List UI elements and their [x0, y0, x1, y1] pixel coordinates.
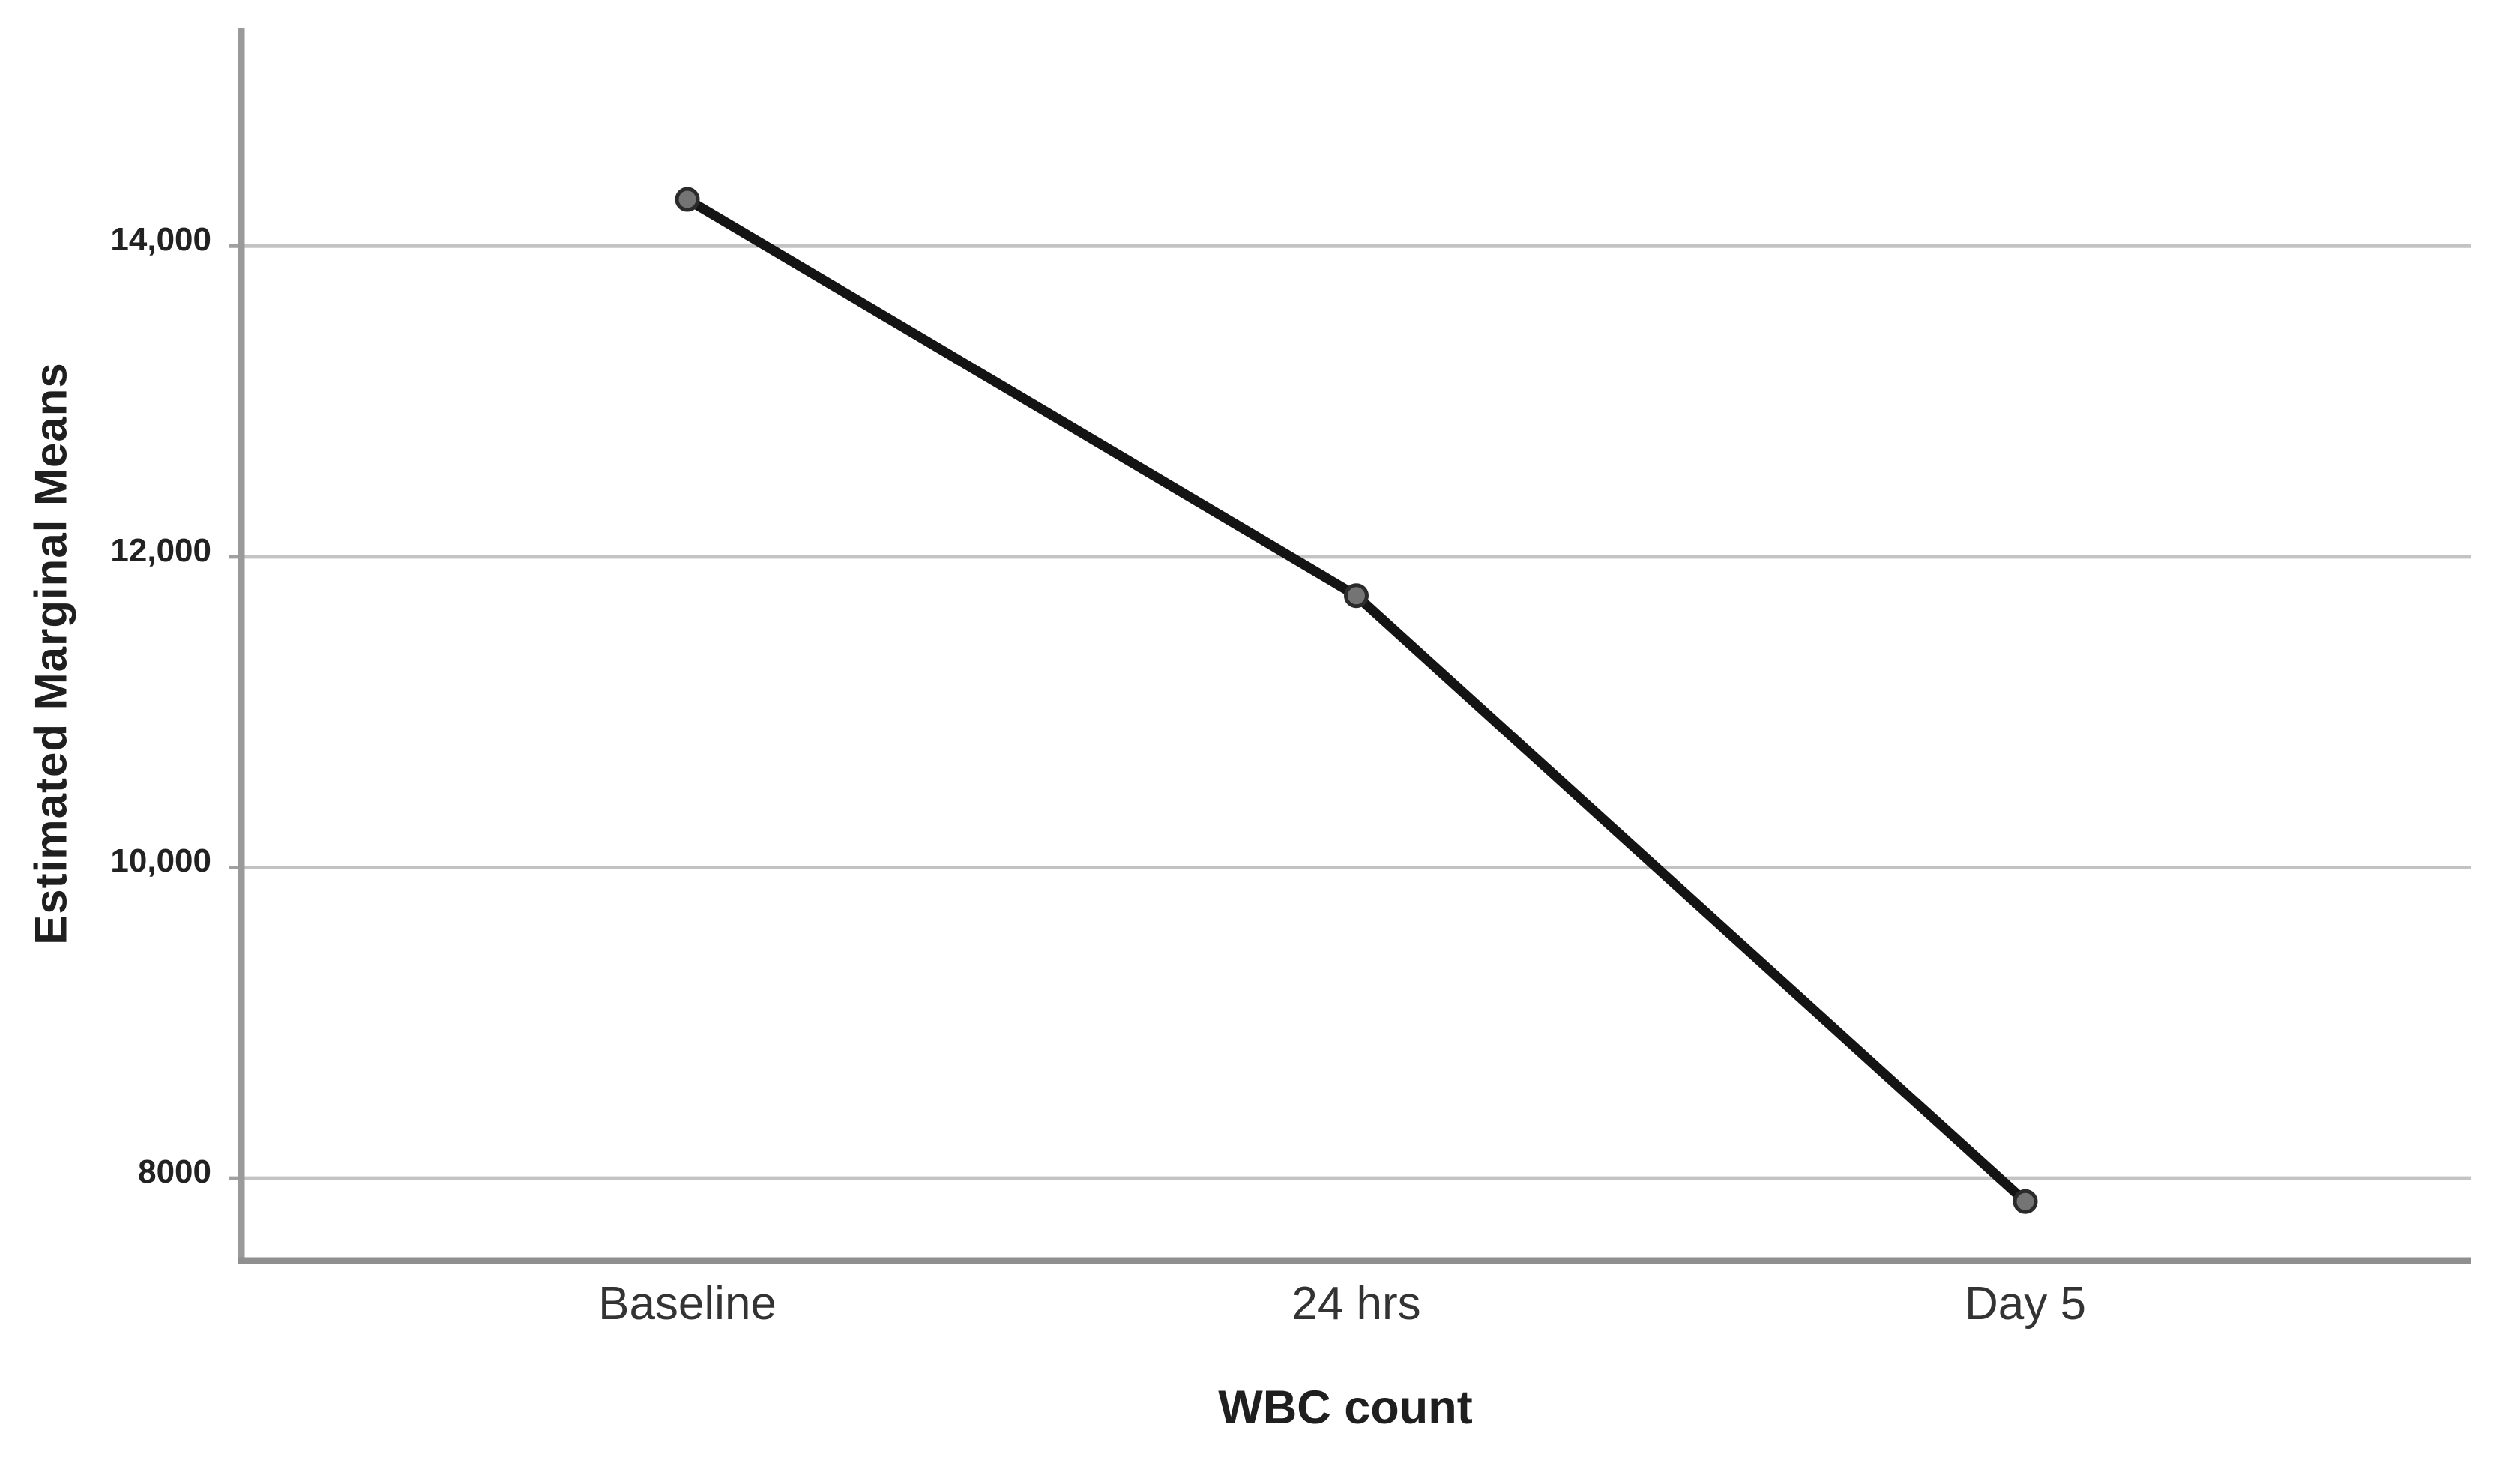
x-tick-label: Baseline [598, 1278, 777, 1330]
data-point-marker [675, 187, 700, 212]
x-axis-title: WBC count [1218, 1381, 1473, 1434]
data-point-marker [1344, 583, 1369, 609]
y-tick-label: 14,000 [110, 221, 211, 259]
x-tick-label: 24 hrs [1291, 1278, 1421, 1330]
y-tick-label: 12,000 [110, 531, 211, 569]
y-tick-label: 10,000 [110, 842, 211, 880]
y-axis-title: Estimated Marginal Means [25, 362, 76, 945]
data-point-marker [2013, 1189, 2038, 1214]
y-tick-label: 8000 [138, 1153, 211, 1191]
x-tick-label: Day 5 [1965, 1278, 2086, 1330]
series-line [682, 194, 2031, 1207]
